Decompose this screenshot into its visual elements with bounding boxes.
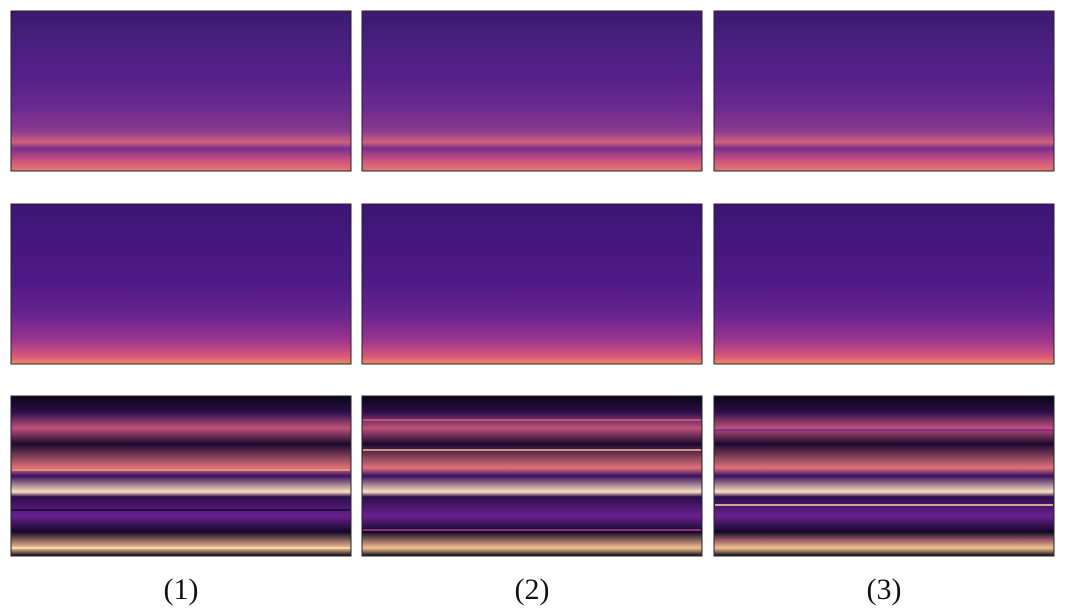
heatmap xyxy=(713,203,1055,365)
heatmap xyxy=(361,203,703,365)
heatmap xyxy=(10,395,352,557)
heatmap xyxy=(10,203,352,365)
heatmap-grid xyxy=(10,10,1055,557)
panel-label: (2) xyxy=(515,573,550,606)
heatmap xyxy=(713,10,1055,172)
panel-label: (3) xyxy=(867,573,902,606)
heatmap-streaks xyxy=(12,419,1053,549)
panel-label: (1) xyxy=(164,573,199,606)
heatmap xyxy=(10,10,352,172)
heatmap xyxy=(361,10,703,172)
heatmap xyxy=(713,395,1055,557)
